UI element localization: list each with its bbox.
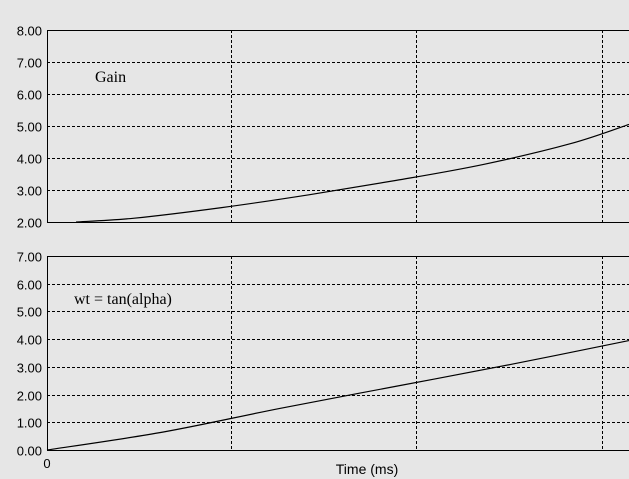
gain-y-tick-label: 3.00: [17, 184, 42, 199]
gain-series-line: [76, 123, 629, 223]
gain-y-tick-label: 8.00: [17, 24, 42, 39]
wt-plot-background: [47, 256, 629, 450]
wt-y-tick-label: 5.00: [17, 305, 42, 320]
wt-y-tick-label: 1.00: [17, 416, 42, 431]
wt-y-tick-label: 6.00: [17, 278, 42, 293]
gain-y-tick-label: 6.00: [17, 88, 42, 103]
gain-y-tick-label: 7.00: [17, 56, 42, 71]
wt-annotation: wt = tan(alpha): [74, 291, 172, 308]
wt-y-tick-label: 4.00: [17, 333, 42, 348]
wt-y-tick-label: 2.00: [17, 389, 42, 404]
wt-series-line: [46, 339, 629, 451]
gain-chart: 2.00 3.00 4.00 5.00 6.00 7.00 8.00 Gain: [17, 24, 629, 231]
gain-y-tick-label: 5.00: [17, 120, 42, 135]
wt-y-tick-label: 7.00: [17, 250, 42, 265]
gain-annotation: Gain: [95, 69, 126, 86]
wt-y-tick-label: 3.00: [17, 361, 42, 376]
wt-chart: 0.00 1.00 2.00 3.00 4.00 5.00 6.00 7.00 wt = tan…: [17, 250, 629, 477]
x-axis-label: Time (ms): [336, 461, 398, 477]
wt-y-tick-label: 0.00: [17, 444, 42, 459]
gain-y-tick-label: 4.00: [17, 152, 42, 167]
wt-x-tick-label: 0: [43, 456, 50, 471]
gain-y-tick-label: 2.00: [17, 216, 42, 231]
